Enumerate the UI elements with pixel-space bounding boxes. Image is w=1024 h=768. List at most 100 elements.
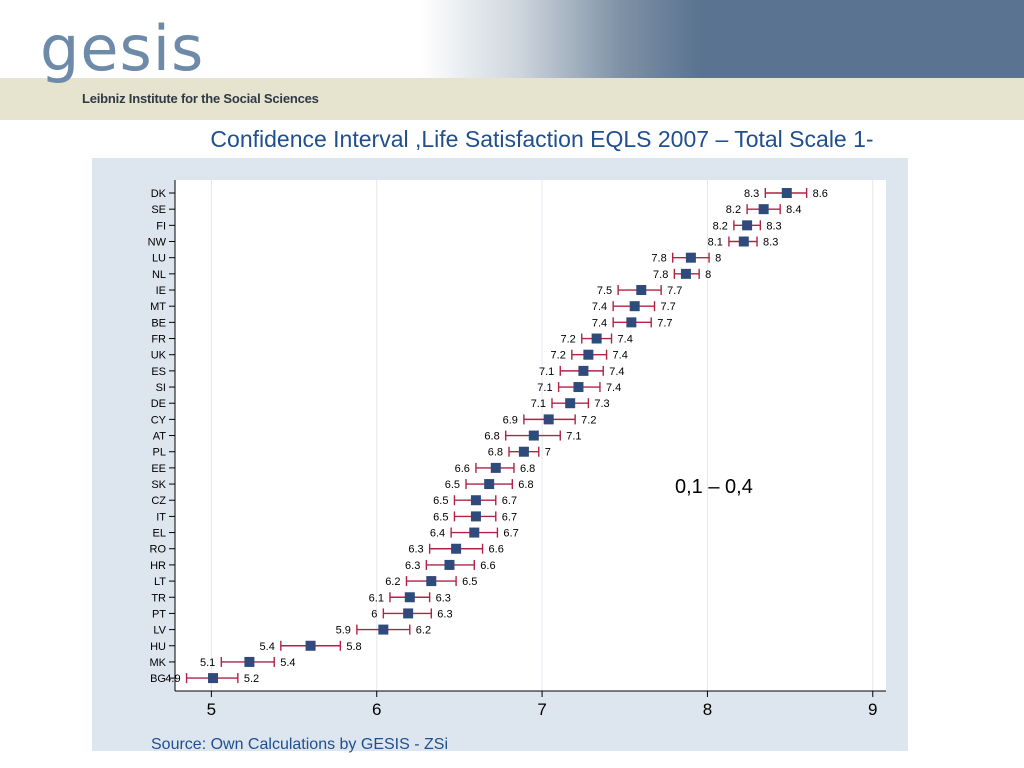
- country-label: LU: [152, 253, 166, 265]
- mean-marker: [451, 543, 462, 554]
- ci-upper-label: 7.3: [594, 398, 609, 410]
- mean-marker: [685, 252, 696, 263]
- ci-lower-label: 8.3: [744, 188, 759, 200]
- ci-upper-label: 7.7: [667, 285, 682, 297]
- ci-lower-label: 6.3: [405, 560, 420, 572]
- ci-lower-label: 7.1: [537, 382, 552, 394]
- ci-range-annotation: 0,1 – 0,4: [675, 476, 753, 498]
- mean-marker: [470, 511, 481, 522]
- mean-marker: [781, 188, 792, 198]
- ci-lower-label: 6.9: [503, 414, 518, 426]
- ci-lower-label: 6.5: [445, 479, 460, 491]
- ci-upper-label: 7.4: [613, 350, 628, 362]
- ci-lower-label: 5.1: [200, 657, 215, 669]
- ci-upper-label: 6.7: [503, 528, 518, 540]
- ci-upper-label: 6.2: [416, 625, 431, 637]
- ci-lower-label: 6.8: [488, 447, 503, 459]
- ci-lower-label: 6.5: [433, 495, 448, 507]
- mean-marker: [680, 268, 691, 279]
- ci-upper-label: 6.5: [462, 576, 477, 588]
- ci-upper-label: 6.3: [437, 608, 452, 620]
- ci-upper-label: 6.7: [502, 495, 517, 507]
- ci-upper-label: 7.4: [618, 334, 633, 346]
- ci-upper-label: 5.2: [244, 673, 259, 685]
- ci-upper-label: 8.3: [766, 220, 781, 232]
- mean-marker: [378, 624, 389, 635]
- country-label: TR: [151, 592, 166, 604]
- ci-lower-label: 6.6: [455, 463, 470, 475]
- ci-lower-label: 8.2: [713, 220, 728, 232]
- ci-lower-label: 8.2: [726, 204, 741, 216]
- ci-upper-label: 6.7: [502, 511, 517, 523]
- country-label: HR: [150, 560, 166, 572]
- mean-marker: [469, 527, 480, 538]
- mean-marker: [738, 236, 749, 247]
- ci-upper-label: 8: [715, 253, 721, 265]
- chart-panel: 5 6 7 8 9 DK 8.3 8.6 SE 8.2 8.4 FI 8.2 8.3 NW 8.1 8.3 LU 7…: [92, 158, 908, 751]
- confidence-interval-chart: 5 6 7 8 9DK 8.3 8.6SE 8.2 8.4FI 8.2 8.3NW 8.1 8.3LU 7…: [148, 180, 886, 719]
- mean-marker: [470, 495, 481, 506]
- country-label: EE: [151, 463, 166, 475]
- ci-lower-label: 6.4: [430, 528, 445, 540]
- ci-lower-label: 4.9: [165, 673, 180, 685]
- ci-upper-label: 7.7: [661, 301, 676, 313]
- mean-marker: [573, 382, 584, 393]
- ci-lower-label: 6: [371, 608, 377, 620]
- country-label: BG: [150, 673, 166, 685]
- ci-lower-label: 5.4: [260, 641, 275, 653]
- country-label: MT: [150, 301, 166, 313]
- country-label: LT: [154, 576, 166, 588]
- country-label: IT: [156, 511, 166, 523]
- country-label: CZ: [151, 495, 166, 507]
- x-tick-label: 5: [207, 700, 216, 719]
- mean-marker: [484, 479, 495, 490]
- ci-upper-label: 7.4: [606, 382, 621, 394]
- country-label: NL: [152, 269, 166, 281]
- mean-marker: [578, 365, 589, 376]
- mean-marker: [742, 220, 753, 231]
- country-label: LV: [153, 625, 166, 637]
- ci-lower-label: 6.5: [433, 511, 448, 523]
- mean-marker: [565, 398, 576, 409]
- ci-lower-label: 6.1: [369, 592, 384, 604]
- mean-marker: [403, 608, 414, 619]
- mean-marker: [444, 559, 455, 570]
- x-tick-label: 7: [537, 700, 546, 719]
- logo-subtitle: Leibniz Institute for the Social Science…: [82, 91, 319, 106]
- ci-lower-label: 7.8: [651, 253, 666, 265]
- ci-lower-label: 7.5: [597, 285, 612, 297]
- header-strip: [0, 78, 1024, 120]
- mean-marker: [758, 204, 769, 215]
- country-label: IE: [156, 285, 166, 297]
- ci-upper-label: 6.6: [489, 544, 504, 556]
- country-label: EL: [153, 528, 166, 540]
- ci-lower-label: 6.8: [484, 431, 499, 443]
- ci-lower-label: 7.4: [592, 317, 607, 329]
- ci-upper-label: 7.4: [609, 366, 624, 378]
- country-label: SI: [156, 382, 166, 394]
- ci-lower-label: 7.1: [531, 398, 546, 410]
- country-label: MK: [150, 657, 167, 669]
- country-label: UK: [151, 350, 167, 362]
- mean-marker: [543, 414, 554, 425]
- mean-marker: [518, 446, 529, 457]
- country-label: HU: [150, 641, 166, 653]
- ci-upper-label: 6.8: [520, 463, 535, 475]
- country-label: CY: [151, 414, 167, 426]
- ci-upper-label: 5.8: [346, 641, 361, 653]
- ci-lower-label: 7.8: [653, 269, 668, 281]
- ci-lower-label: 7.2: [560, 334, 575, 346]
- ci-lower-label: 7.4: [592, 301, 607, 313]
- x-tick-label: 9: [868, 700, 877, 719]
- mean-marker: [636, 285, 647, 296]
- ci-upper-label: 8: [705, 269, 711, 281]
- mean-marker: [591, 333, 602, 344]
- mean-marker: [404, 592, 415, 603]
- mean-marker: [490, 462, 501, 473]
- country-label: FI: [156, 220, 166, 232]
- mean-marker: [426, 576, 437, 587]
- country-label: PL: [153, 447, 166, 459]
- ci-upper-label: 8.4: [786, 204, 801, 216]
- mean-marker: [305, 640, 316, 651]
- ci-upper-label: 7.1: [566, 431, 581, 443]
